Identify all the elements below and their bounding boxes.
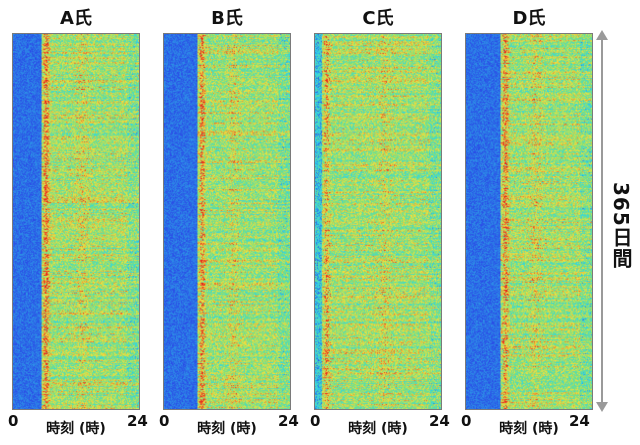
panel-b-xlabel: 時刻 (時) bbox=[197, 421, 257, 437]
heatmap-canvas-b bbox=[164, 34, 290, 409]
y-axis-label: 365日間 bbox=[609, 181, 633, 269]
panel-a-x-start: 0 bbox=[8, 412, 19, 430]
heatmap-panel-a bbox=[12, 33, 140, 410]
heatmap-panel-d bbox=[465, 33, 593, 410]
panel-d-x-end: 24 bbox=[569, 412, 590, 430]
panel-c-title: C氏 bbox=[362, 8, 394, 29]
y-span-arrow bbox=[596, 30, 608, 412]
panel-b-x-end: 24 bbox=[278, 412, 299, 430]
panel-a-x-end: 24 bbox=[127, 412, 148, 430]
panel-c-xlabel: 時刻 (時) bbox=[348, 421, 408, 437]
panel-d-x-start: 0 bbox=[461, 412, 472, 430]
panel-b-title: B氏 bbox=[211, 8, 243, 29]
panel-d-title: D氏 bbox=[512, 8, 546, 29]
panel-a-title: A氏 bbox=[60, 8, 92, 29]
panel-d-xlabel: 時刻 (時) bbox=[499, 421, 559, 437]
panel-c-x-end: 24 bbox=[429, 412, 450, 430]
heatmap-canvas-c bbox=[315, 34, 441, 409]
panel-a-xlabel: 時刻 (時) bbox=[46, 421, 106, 437]
heatmap-canvas-d bbox=[466, 34, 592, 409]
panel-b-x-start: 0 bbox=[159, 412, 170, 430]
panel-c-x-start: 0 bbox=[310, 412, 321, 430]
heatmap-panel-c bbox=[314, 33, 442, 410]
heatmap-panel-b bbox=[163, 33, 291, 410]
heatmap-canvas-a bbox=[13, 34, 139, 409]
